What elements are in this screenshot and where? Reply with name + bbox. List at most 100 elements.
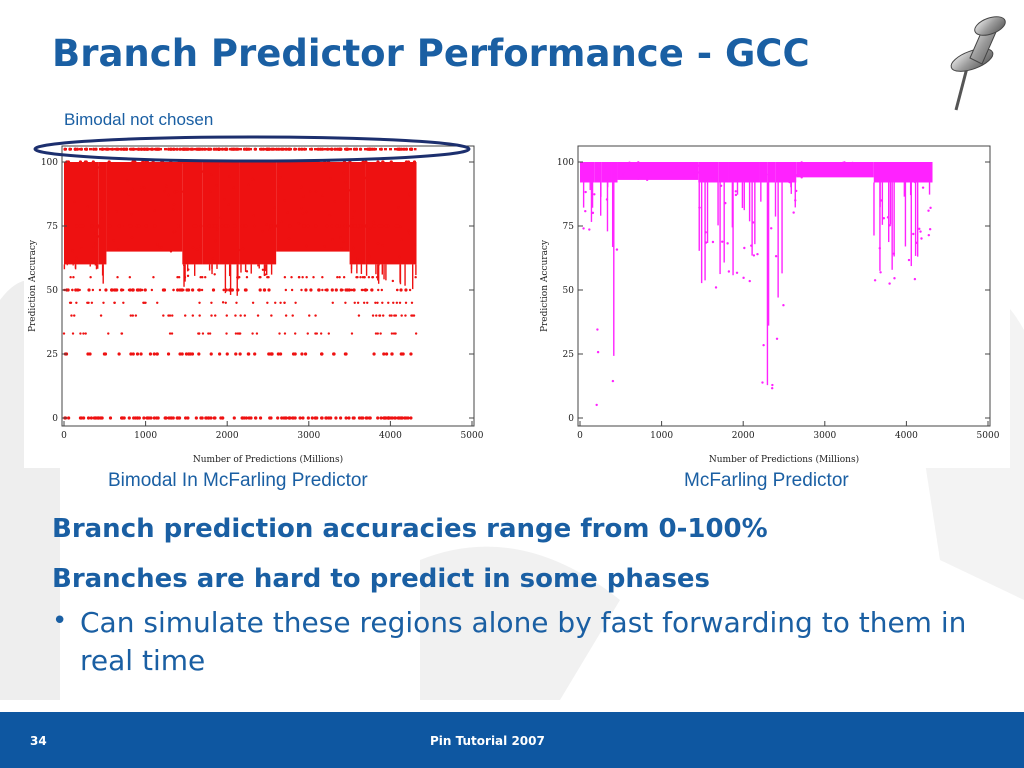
data-point — [684, 166, 687, 170]
data-point — [676, 166, 679, 170]
band-point — [280, 416, 284, 420]
band-point — [91, 288, 95, 292]
band-point — [86, 352, 90, 356]
data-point — [928, 176, 931, 180]
band-point — [390, 314, 393, 317]
data-point — [851, 161, 854, 165]
dense-point-region — [796, 162, 874, 178]
band-point — [131, 314, 135, 317]
data-point — [771, 383, 774, 387]
band-point — [291, 314, 294, 317]
x-tick-label: 1000 — [134, 431, 157, 441]
band-point — [129, 352, 133, 356]
band-point — [207, 224, 212, 228]
band-point — [243, 288, 248, 292]
data-point — [241, 247, 245, 250]
data-point — [735, 271, 739, 274]
data-point — [408, 192, 411, 196]
band-point — [199, 276, 202, 279]
data-point — [331, 238, 334, 241]
data-point — [321, 194, 324, 198]
data-point — [593, 193, 596, 196]
band-point — [176, 288, 180, 292]
band-point — [344, 416, 348, 420]
band-point — [275, 224, 279, 228]
band-point — [381, 160, 385, 164]
data-point — [927, 209, 930, 212]
band-point — [191, 288, 194, 292]
dense-point-region — [98, 162, 107, 265]
band-point — [379, 416, 383, 420]
band-point — [350, 332, 354, 335]
data-point — [835, 173, 839, 176]
y-tick-label: 100 — [41, 158, 58, 168]
x-tick-label: 4000 — [379, 431, 402, 441]
data-point — [152, 166, 155, 170]
dense-point-region — [784, 162, 797, 183]
band-point — [267, 288, 271, 292]
data-point — [163, 162, 166, 166]
data-point — [398, 255, 401, 259]
band-point — [324, 288, 327, 292]
data-point — [734, 190, 737, 193]
band-point — [304, 288, 308, 292]
band-point — [338, 416, 343, 420]
data-point — [613, 173, 616, 176]
band-point — [98, 288, 102, 292]
band-point — [79, 332, 82, 335]
band-point — [137, 224, 141, 228]
data-point — [414, 243, 417, 246]
data-point — [645, 178, 649, 182]
data-point — [704, 231, 707, 234]
data-point — [382, 261, 386, 264]
data-point — [800, 176, 803, 179]
data-point — [305, 244, 308, 248]
band-point — [376, 332, 379, 335]
data-point — [107, 210, 110, 213]
data-point — [724, 201, 727, 205]
band-point — [290, 288, 294, 292]
band-point — [198, 301, 201, 304]
band-point — [170, 332, 174, 335]
band-point — [371, 314, 375, 317]
band-point — [312, 276, 315, 279]
band-point — [393, 416, 398, 420]
band-point — [329, 416, 333, 420]
x-tick-label: 3000 — [297, 431, 320, 441]
band-point — [346, 224, 350, 228]
data-point — [245, 270, 249, 273]
band-point — [394, 224, 399, 228]
band-point — [258, 416, 263, 420]
dense-point-region — [580, 162, 595, 183]
band-point — [404, 288, 408, 292]
data-point — [280, 220, 283, 224]
data-point — [139, 185, 143, 189]
band-point — [132, 416, 136, 420]
data-point — [309, 190, 312, 193]
page-number: 34 — [30, 734, 47, 748]
data-point — [94, 167, 98, 171]
band-point — [141, 288, 144, 292]
band-point — [254, 416, 258, 420]
band-point — [356, 301, 360, 304]
band-point — [336, 276, 339, 279]
band-point — [356, 224, 360, 228]
data-point — [907, 258, 911, 262]
band-point — [90, 301, 94, 304]
band-point — [287, 224, 292, 228]
band-point — [386, 416, 391, 420]
band-point — [143, 288, 147, 292]
band-point — [395, 288, 399, 292]
data-point — [595, 403, 598, 407]
band-point — [347, 288, 352, 292]
bimodal-chart: 0 1000 2000 3000 4000 5000 0 25 50 75 100 Number o… — [24, 136, 492, 468]
band-point — [408, 288, 412, 292]
data-point — [861, 168, 865, 172]
data-point — [216, 228, 219, 231]
band-point — [65, 224, 69, 228]
band-point — [414, 332, 418, 335]
data-point — [268, 228, 271, 231]
band-point — [72, 276, 75, 279]
bullet-accuracy-range: Branch prediction accuracies range from … — [52, 514, 768, 544]
data-point — [765, 173, 768, 176]
